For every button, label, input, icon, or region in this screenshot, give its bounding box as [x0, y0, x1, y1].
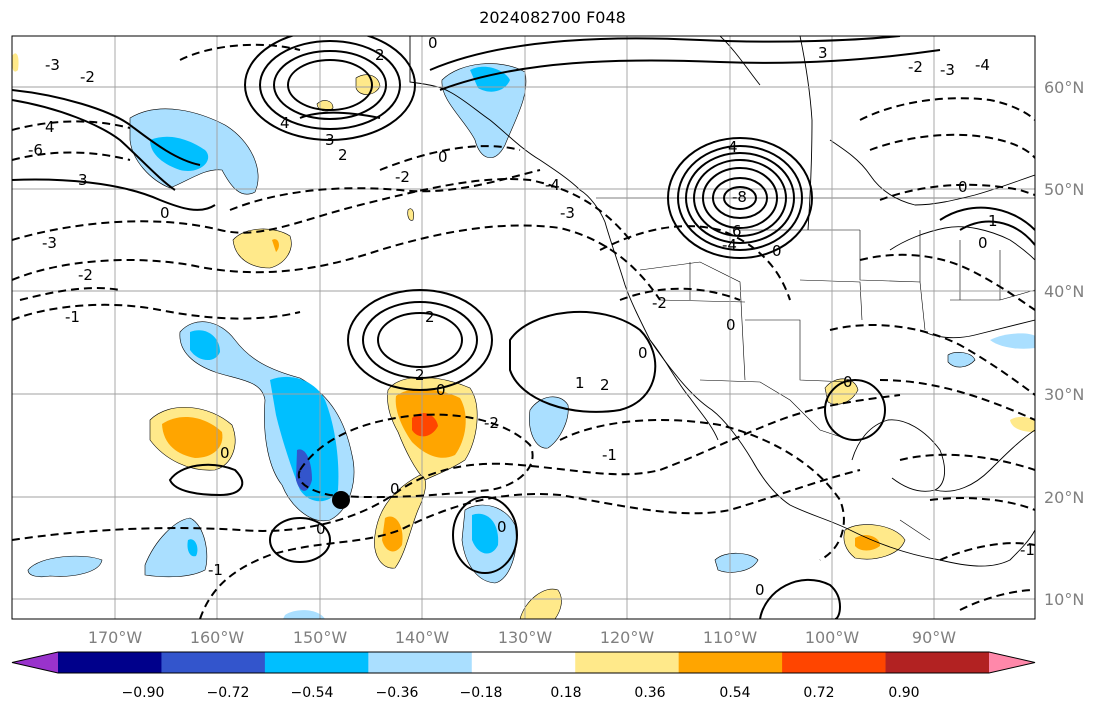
positive-contours [12, 36, 1035, 619]
lon-label: 160°W [190, 628, 245, 647]
colorbar-tick-label: −0.36 [376, 685, 419, 701]
svg-text:0: 0 [436, 381, 446, 399]
colorbar-swatch [678, 652, 783, 673]
lat-label: 30°N [1044, 385, 1084, 404]
colorbar-tick-label: 0.54 [719, 685, 750, 701]
colorbar-swatch [264, 652, 369, 673]
svg-text:1: 1 [575, 374, 585, 392]
svg-text:-4: -4 [975, 56, 990, 74]
colorbar-outline [11, 651, 1036, 674]
contour-labels: -3 -2 4 -6 3 0 -3 -2 -1 4 3 2 2 0 0 -2 -… [28, 34, 1035, 599]
svg-text:0: 0 [390, 480, 400, 498]
svg-text:0: 0 [428, 34, 438, 52]
svg-text:2: 2 [425, 308, 435, 326]
svg-text:0: 0 [726, 316, 736, 334]
svg-text:4: 4 [728, 138, 738, 156]
svg-text:-3: -3 [45, 56, 60, 74]
colorbar-swatch [58, 652, 162, 673]
svg-text:0: 0 [843, 373, 853, 391]
svg-text:-1: -1 [208, 561, 223, 579]
colorbar [11, 651, 1036, 674]
lat-label: 20°N [1044, 488, 1084, 507]
svg-text:-2: -2 [80, 68, 95, 86]
svg-text:-2: -2 [78, 266, 93, 284]
svg-text:-1: -1 [602, 446, 617, 464]
svg-text:0: 0 [497, 518, 507, 536]
lat-label: 10°N [1044, 590, 1084, 609]
svg-text:2: 2 [375, 46, 385, 64]
svg-text:-3: -3 [42, 234, 57, 252]
lat-label: 40°N [1044, 282, 1084, 301]
svg-text:3: 3 [818, 44, 828, 62]
map-title: 2024082700 F048 [479, 8, 626, 27]
colorbar-swatch [471, 652, 576, 673]
svg-text:-2: -2 [484, 414, 499, 432]
storm-position-dot [332, 491, 350, 509]
svg-text:0: 0 [772, 242, 782, 260]
svg-text:-4: -4 [545, 176, 560, 194]
svg-text:0: 0 [220, 444, 230, 462]
svg-text:1: 1 [988, 212, 998, 230]
colorbar-extend-low [12, 652, 58, 673]
colorbar-tick-label: 0.36 [634, 685, 665, 701]
lon-label: 150°W [293, 628, 348, 647]
lon-label: 170°W [88, 628, 143, 647]
svg-text:3: 3 [325, 131, 335, 149]
svg-text:0: 0 [638, 344, 648, 362]
colorbar-extend-high [989, 652, 1035, 673]
svg-text:-6: -6 [28, 141, 43, 159]
svg-text:3: 3 [78, 171, 88, 189]
svg-text:2: 2 [600, 376, 610, 394]
colorbar-swatch [575, 652, 680, 673]
shaded-field [12, 53, 1035, 619]
longitude-labels: 170°W 160°W 150°W 140°W 130°W 120°W 110°… [88, 628, 956, 647]
svg-text:4: 4 [280, 114, 290, 132]
svg-text:-2: -2 [652, 294, 667, 312]
svg-text:-1: -1 [65, 308, 80, 326]
gridlines [12, 36, 1035, 619]
svg-text:0: 0 [160, 204, 170, 222]
latitude-labels: 60°N 50°N 40°N 30°N 20°N 10°N [1044, 78, 1084, 609]
colorbar-swatch [368, 652, 473, 673]
lon-label: 110°W [703, 628, 758, 647]
svg-text:4: 4 [45, 118, 55, 136]
svg-text:-1: -1 [1020, 541, 1035, 559]
lon-label: 140°W [395, 628, 450, 647]
colorbar-tick-label: 0.90 [888, 685, 919, 701]
lon-label: 90°W [912, 628, 956, 647]
svg-text:0: 0 [316, 520, 326, 538]
svg-text:2: 2 [415, 366, 425, 384]
svg-text:-2: -2 [395, 168, 410, 186]
svg-text:-8: -8 [732, 188, 747, 206]
colorbar-tick-label: −0.90 [122, 685, 165, 701]
svg-text:-4: -4 [722, 236, 737, 254]
map-panel: -3 -2 4 -6 3 0 -3 -2 -1 4 3 2 2 0 0 -2 -… [11, 34, 1036, 620]
lat-label: 60°N [1044, 78, 1084, 97]
svg-text:-2: -2 [908, 58, 923, 76]
colorbar-tick-label: −0.54 [291, 685, 334, 701]
colorbar-tick-label: −0.72 [207, 685, 250, 701]
svg-text:-3: -3 [940, 61, 955, 79]
lat-label: 50°N [1044, 180, 1084, 199]
svg-text:6: 6 [732, 222, 742, 240]
colorbar-tick-label: 0.72 [803, 685, 834, 701]
colorbar-swatch [782, 652, 887, 673]
negative-contours [12, 43, 1035, 619]
colorbar-swatch [885, 652, 990, 673]
svg-text:0: 0 [958, 178, 968, 196]
lon-label: 130°W [498, 628, 553, 647]
svg-text:0: 0 [438, 148, 448, 166]
lon-label: 100°W [805, 628, 860, 647]
svg-text:0: 0 [978, 234, 988, 252]
colorbar-tick-label: −0.18 [460, 685, 503, 701]
svg-text:-3: -3 [560, 204, 575, 222]
colorbar-tick-label: 0.18 [550, 685, 581, 701]
colorbar-labels: −0.90 −0.72 −0.54 −0.36 −0.18 0.18 0.36 … [122, 685, 920, 701]
colorbar-swatch [161, 652, 266, 673]
borders [596, 197, 1035, 541]
svg-text:0: 0 [755, 581, 765, 599]
lon-label: 120°W [600, 628, 655, 647]
svg-text:2: 2 [338, 146, 348, 164]
